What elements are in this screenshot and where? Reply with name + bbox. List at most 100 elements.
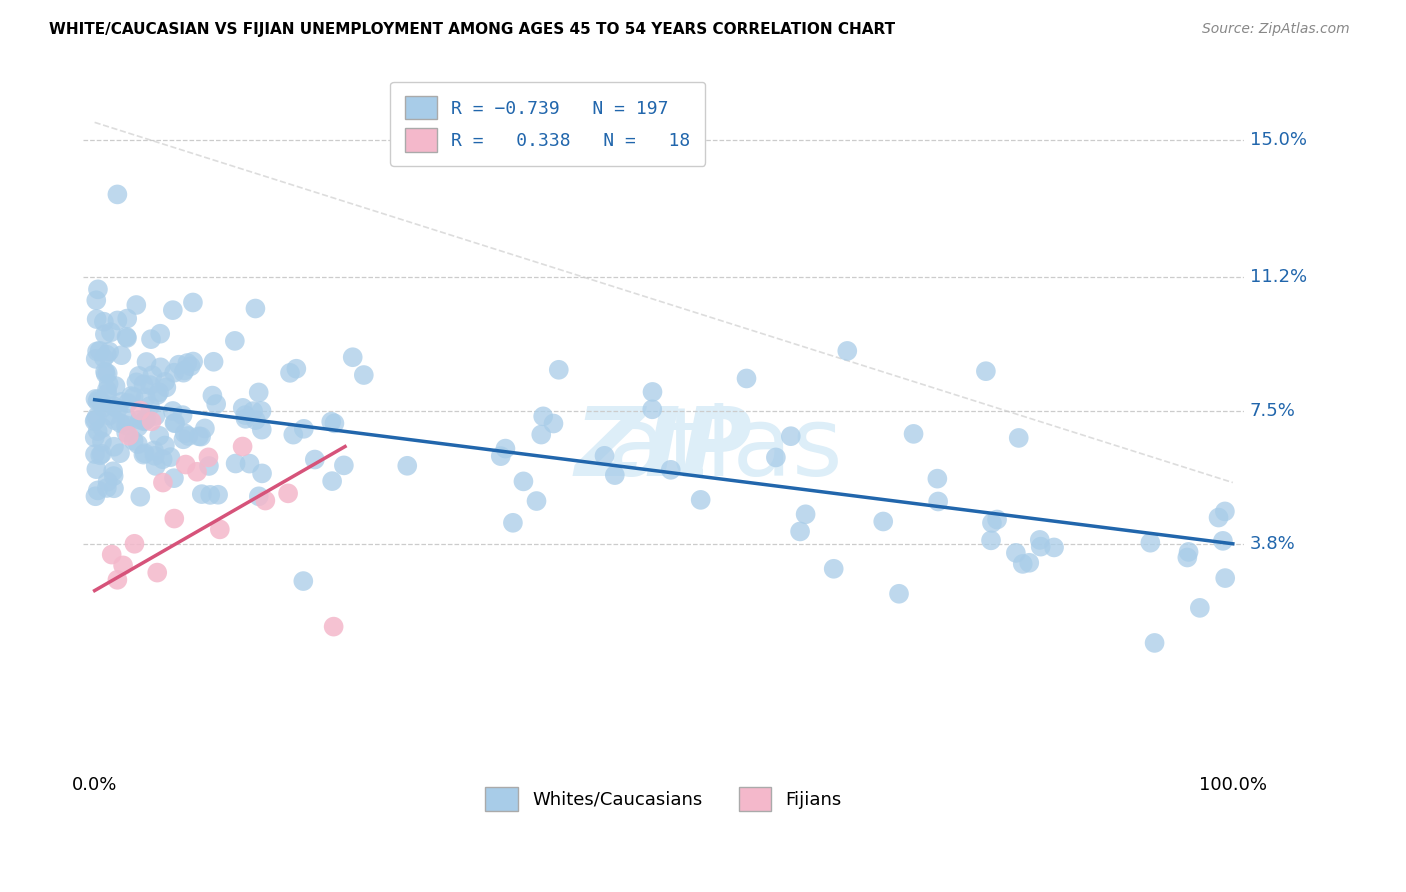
Point bbox=[1175, 550, 1198, 565]
Point bbox=[120, 389, 142, 403]
Text: 11.2%: 11.2% bbox=[1250, 268, 1308, 286]
Point bbox=[127, 420, 149, 434]
Point bbox=[233, 408, 256, 422]
Point bbox=[342, 350, 364, 364]
Point bbox=[128, 413, 150, 427]
Point bbox=[887, 587, 910, 601]
Point bbox=[115, 418, 138, 433]
Point bbox=[186, 465, 208, 479]
Point bbox=[96, 348, 118, 362]
Point bbox=[145, 409, 167, 423]
Point bbox=[115, 331, 138, 345]
Point bbox=[247, 489, 270, 503]
Point bbox=[531, 409, 554, 424]
Point bbox=[108, 446, 131, 460]
Point bbox=[86, 394, 108, 409]
Point bbox=[283, 427, 305, 442]
Point bbox=[321, 415, 343, 429]
Point bbox=[292, 574, 315, 588]
Point bbox=[104, 379, 127, 393]
Text: ZIP: ZIP bbox=[575, 402, 752, 496]
Point bbox=[100, 325, 122, 339]
Point bbox=[250, 467, 273, 481]
Point bbox=[198, 458, 221, 473]
Point bbox=[84, 413, 107, 427]
Point bbox=[122, 434, 145, 448]
Point bbox=[512, 475, 534, 489]
Point bbox=[494, 442, 516, 456]
Point bbox=[502, 516, 524, 530]
Point bbox=[224, 334, 246, 348]
Text: 15.0%: 15.0% bbox=[1250, 131, 1306, 149]
Point bbox=[794, 508, 817, 522]
Point bbox=[132, 448, 155, 462]
Point bbox=[153, 438, 176, 452]
Point bbox=[90, 394, 112, 409]
Point bbox=[903, 426, 925, 441]
Point bbox=[89, 343, 111, 358]
Point bbox=[1029, 540, 1052, 554]
Point bbox=[84, 392, 107, 406]
Point bbox=[1213, 504, 1236, 518]
Point bbox=[207, 488, 229, 502]
Point bbox=[974, 364, 997, 378]
Point bbox=[86, 312, 108, 326]
Point bbox=[135, 355, 157, 369]
Point bbox=[247, 385, 270, 400]
Point bbox=[110, 348, 132, 362]
Point bbox=[139, 378, 162, 392]
Point bbox=[1139, 535, 1161, 549]
Point bbox=[115, 311, 138, 326]
Point bbox=[1005, 546, 1028, 560]
Point bbox=[735, 371, 758, 385]
Point bbox=[190, 429, 212, 443]
Point bbox=[1043, 541, 1066, 555]
Point bbox=[986, 512, 1008, 526]
Point bbox=[208, 522, 231, 536]
Point bbox=[285, 361, 308, 376]
Point bbox=[125, 376, 148, 390]
Point bbox=[91, 421, 114, 435]
Point bbox=[1188, 600, 1211, 615]
Point bbox=[173, 363, 195, 377]
Point bbox=[134, 446, 156, 460]
Point bbox=[1212, 533, 1234, 548]
Point bbox=[162, 303, 184, 318]
Point bbox=[547, 363, 569, 377]
Point bbox=[89, 448, 111, 462]
Point bbox=[396, 458, 419, 473]
Point bbox=[1018, 556, 1040, 570]
Point bbox=[245, 413, 267, 427]
Point bbox=[94, 327, 117, 342]
Point bbox=[980, 533, 1002, 548]
Point bbox=[689, 492, 711, 507]
Point bbox=[86, 409, 108, 424]
Point bbox=[321, 474, 343, 488]
Point bbox=[139, 399, 162, 413]
Point bbox=[115, 330, 138, 344]
Point bbox=[163, 471, 186, 485]
Point bbox=[1011, 557, 1033, 571]
Point bbox=[177, 429, 200, 443]
Point bbox=[104, 413, 127, 427]
Point bbox=[927, 472, 949, 486]
Point bbox=[1177, 545, 1199, 559]
Point bbox=[155, 380, 177, 394]
Point bbox=[129, 403, 152, 417]
Point bbox=[159, 450, 181, 464]
Point bbox=[163, 511, 186, 525]
Point bbox=[659, 463, 682, 477]
Point bbox=[202, 355, 225, 369]
Point bbox=[163, 366, 186, 380]
Point bbox=[277, 486, 299, 500]
Point bbox=[167, 358, 190, 372]
Point bbox=[87, 282, 110, 296]
Point bbox=[107, 401, 129, 416]
Point bbox=[134, 413, 156, 427]
Point bbox=[112, 558, 135, 573]
Point bbox=[181, 354, 204, 368]
Point bbox=[1029, 533, 1052, 547]
Point bbox=[93, 315, 115, 329]
Point bbox=[141, 368, 163, 383]
Point bbox=[84, 293, 107, 308]
